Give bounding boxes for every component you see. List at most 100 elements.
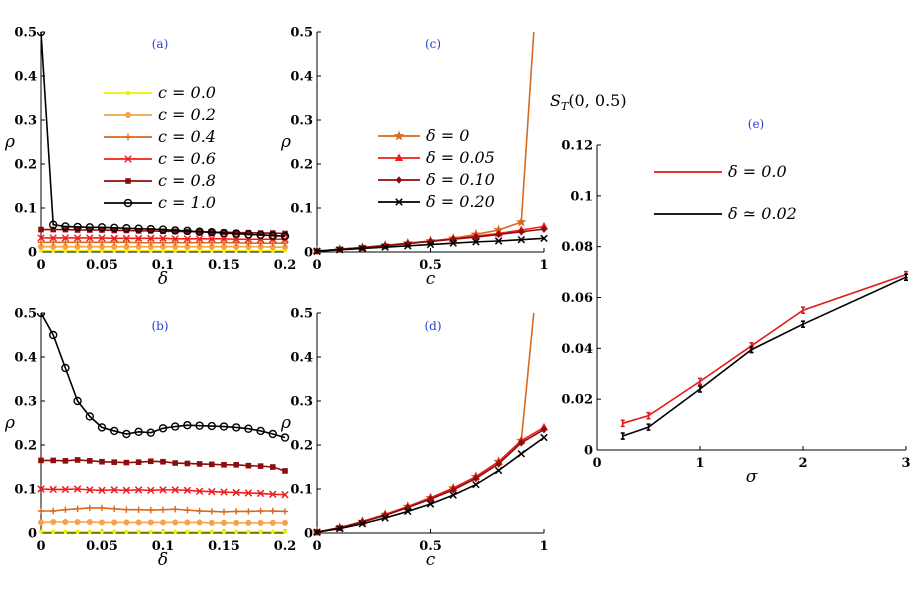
data-point-0-20	[517, 450, 526, 458]
data-point-c-0-4	[74, 505, 81, 512]
data-point-c-0-2	[208, 519, 215, 526]
series-line-0-spike	[520, 32, 535, 223]
data-point-c-1-0	[97, 223, 107, 232]
data-point-c-0-4	[184, 239, 191, 246]
data-point-0-20	[313, 247, 321, 255]
data-point-c-1-0	[85, 223, 95, 232]
y-axis-label: ρ	[280, 413, 291, 433]
x-tick-label: 0.1	[152, 258, 175, 273]
data-point-c-0-2	[196, 519, 203, 526]
panel-b: 0 0.05 0.1 0.15 0.2 0 0.1 0.2 0.3 0.4 0.5 δ ρ (b)	[4, 307, 296, 571]
y-tick-label: 0.4	[14, 351, 37, 366]
data-point-c-1-0	[268, 231, 277, 240]
series-group	[36, 313, 290, 534]
data-point-c-0-4	[135, 506, 142, 513]
data-point-0-20	[381, 243, 389, 251]
data-point-c-0-2	[74, 519, 81, 525]
data-point-0-20	[449, 239, 457, 247]
data-point-0-10	[472, 233, 480, 241]
y-axis-label: ρ	[4, 413, 15, 433]
y-tick-label: 0.4	[290, 351, 313, 366]
data-point-c-0-8	[160, 458, 166, 465]
y-tick-label: 0	[28, 246, 37, 261]
data-point-c-0-0	[124, 529, 129, 534]
data-point-c-0-0	[234, 248, 239, 253]
panel-d: 0 0.5 100.10.20.30.40.5cρ(d)	[280, 307, 549, 571]
data-point-c-0-4	[196, 239, 203, 246]
legend-label-0-05: δ = 0.05	[426, 148, 495, 167]
data-point-c-0-4	[98, 504, 106, 512]
data-point-c-1-0	[268, 429, 277, 439]
data-point-c-0-4	[37, 239, 45, 246]
data-point-c-0-6	[134, 486, 143, 494]
x-tick-label: 1	[539, 258, 548, 273]
data-point-0-20	[540, 433, 548, 442]
data-point-c-0-8	[160, 228, 166, 235]
data-point-c-1-0	[256, 426, 265, 436]
legend-marker-0-20	[395, 198, 403, 206]
data-point-0-20	[426, 240, 435, 249]
data-point-c-0-4	[62, 239, 69, 246]
data-point-0-10	[472, 474, 480, 483]
data-point-c-0-8	[99, 227, 105, 233]
series-line-0	[316, 221, 522, 252]
x-tick-label: 0	[592, 456, 601, 471]
series-group	[620, 270, 908, 440]
data-point-c-0-0	[222, 529, 226, 534]
data-point-c-0-4	[208, 508, 215, 515]
data-point-c-0-6	[183, 235, 192, 243]
chart-title: ST(0, 0.5)	[550, 91, 627, 113]
data-point-c-0-0	[100, 248, 104, 253]
data-point-c-1-0	[219, 228, 229, 238]
data-point-c-0-2	[99, 243, 105, 250]
data-point-c-0-4	[135, 239, 142, 246]
data-point-c-0-0	[234, 529, 239, 534]
series-group	[36, 32, 290, 253]
x-tick-label: 3	[901, 456, 910, 471]
data-point-c-0-4	[172, 506, 179, 513]
data-point-c-0-2	[196, 243, 203, 250]
data-point-c-0-2	[86, 519, 93, 525]
data-point-c-0-0	[75, 248, 80, 253]
series-line-0-10	[316, 428, 545, 533]
data-point-c-1-0	[146, 428, 156, 437]
data-point-c-0-0	[197, 248, 202, 253]
data-point-c-0-8	[62, 458, 69, 464]
data-point-c-0-2	[233, 519, 240, 526]
data-point-0-10	[495, 460, 502, 468]
data-point-c-0-0	[63, 529, 68, 534]
data-point-c-0-0	[270, 529, 275, 534]
data-point-c-0-0	[87, 248, 92, 253]
legend-label-c-0-6: c = 0.6	[158, 149, 216, 168]
data-point-c-0-2	[62, 243, 69, 250]
data-point-0-02	[749, 345, 754, 354]
x-tick-label: 0.1	[152, 539, 175, 554]
data-point-c-0-8	[257, 463, 264, 469]
data-point-c-1-0	[134, 427, 143, 436]
data-point-c-0-2	[172, 519, 179, 526]
data-point-c-0-8	[282, 468, 288, 474]
legend-marker-c-0-8	[125, 178, 131, 184]
data-point-c-0-2	[245, 519, 252, 526]
data-point-c-0-4	[257, 507, 264, 515]
data-point-c-0-8	[38, 226, 44, 233]
y-tick-label: 0.2	[14, 439, 37, 454]
data-point-0-10	[450, 486, 457, 494]
data-point-c-0-2	[282, 519, 288, 526]
data-point-c-0-0	[124, 248, 129, 253]
x-tick-label: 0.2	[274, 539, 297, 554]
data-point-c-0-0	[258, 529, 263, 534]
x-tick-label: 0	[312, 539, 321, 554]
data-point-c-0-4	[269, 240, 276, 247]
data-point-c-1-0	[170, 226, 180, 235]
data-point-c-0-4	[172, 239, 179, 246]
data-point-c-0-4	[86, 504, 93, 512]
data-point-0-20	[404, 507, 412, 516]
data-point-c-1-0	[183, 226, 192, 236]
legend-marker-0-05	[394, 153, 404, 161]
data-point-c-0-4	[184, 506, 191, 514]
data-point-0-20	[540, 234, 548, 243]
data-point-c-0-8	[221, 229, 227, 235]
x-tick-label: 0.5	[419, 258, 442, 273]
data-point-c-0-0	[112, 248, 117, 253]
